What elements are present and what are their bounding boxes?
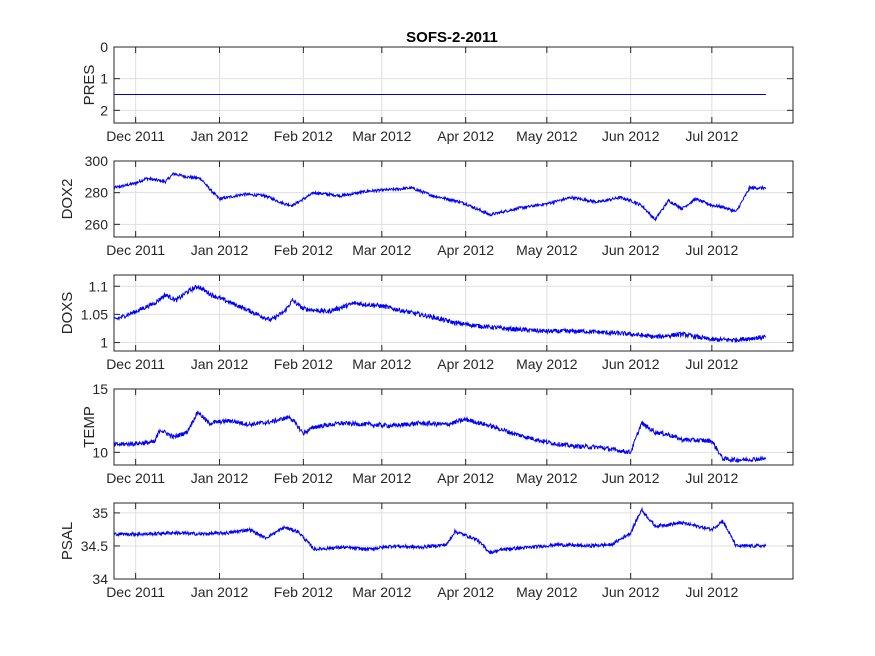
x-tick-label: Jun 2012 xyxy=(602,584,660,600)
y-axis-label: DOXS xyxy=(59,292,76,335)
x-tick-label: Jan 2012 xyxy=(191,470,249,486)
y-tick-label: 34 xyxy=(92,571,108,587)
x-tick-label: Dec 2011 xyxy=(106,242,165,258)
subplots: Dec 2011 Jan 2012 Feb 2012 Mar 2012 Apr 2012… xyxy=(59,39,794,600)
x-tick-label: Jun 2012 xyxy=(602,242,660,258)
subplot-dox2: Dec 2011 Jan 2012 Feb 2012 Mar 2012 Apr 2012… xyxy=(59,153,794,258)
subplot-pres: Dec 2011 Jan 2012 Feb 2012 Mar 2012 Apr 2012… xyxy=(81,39,794,144)
x-tick-label: May 2012 xyxy=(516,470,578,486)
y-tick-label: 35 xyxy=(92,505,108,521)
x-tick-label: Mar 2012 xyxy=(352,128,411,144)
series-line-dox2 xyxy=(113,172,767,222)
x-tick-label: Jun 2012 xyxy=(602,356,660,372)
subplot-psal: Dec 2011 Jan 2012 Feb 2012 Mar 2012 Apr 2012… xyxy=(59,502,794,600)
axes-frame xyxy=(113,46,794,124)
y-tick-label: 2 xyxy=(100,102,108,118)
x-tick-label: Jun 2012 xyxy=(602,470,660,486)
x-tick-label: Dec 2011 xyxy=(106,584,165,600)
x-tick-label: Jan 2012 xyxy=(191,356,249,372)
axes-frame xyxy=(113,274,794,352)
x-tick-label: Jul 2012 xyxy=(685,242,738,258)
y-tick-label: 1.1 xyxy=(89,278,109,294)
x-tick-label: Jul 2012 xyxy=(685,584,738,600)
x-tick-label: Jul 2012 xyxy=(685,128,738,144)
x-tick-label: Feb 2012 xyxy=(274,470,333,486)
y-tick-label: 1.05 xyxy=(81,306,108,322)
y-tick-label: 300 xyxy=(85,153,109,169)
y-tick-label: 0 xyxy=(100,39,108,55)
x-tick-label: Jul 2012 xyxy=(685,356,738,372)
x-tick-label: Apr 2012 xyxy=(437,470,494,486)
y-axis-label: PRES xyxy=(81,65,98,106)
x-tick-label: Jun 2012 xyxy=(602,128,660,144)
x-tick-label: Mar 2012 xyxy=(352,470,411,486)
x-tick-label: May 2012 xyxy=(516,356,578,372)
x-tick-label: Apr 2012 xyxy=(437,242,494,258)
x-tick-label: Dec 2011 xyxy=(106,128,165,144)
x-tick-label: Mar 2012 xyxy=(352,356,411,372)
y-axis-label: DOX2 xyxy=(59,179,76,220)
y-tick-label: 260 xyxy=(85,216,109,232)
y-tick-label: 15 xyxy=(92,381,108,397)
subplot-temp: Dec 2011 Jan 2012 Feb 2012 Mar 2012 Apr 2012… xyxy=(81,381,794,486)
y-tick-label: 280 xyxy=(85,185,109,201)
y-axis-label: PSAL xyxy=(59,522,76,560)
x-tick-label: Apr 2012 xyxy=(437,584,494,600)
x-tick-label: Dec 2011 xyxy=(106,470,165,486)
x-tick-label: May 2012 xyxy=(516,584,578,600)
x-tick-label: Feb 2012 xyxy=(274,128,333,144)
x-tick-label: Dec 2011 xyxy=(106,356,165,372)
x-tick-label: May 2012 xyxy=(516,128,578,144)
series-line-temp xyxy=(113,410,767,464)
y-axis-label: TEMP xyxy=(81,406,98,448)
y-tick-label: 10 xyxy=(92,444,108,460)
axes-frame xyxy=(113,502,794,580)
x-tick-label: Feb 2012 xyxy=(274,584,333,600)
subplot-doxs: Dec 2011 Jan 2012 Feb 2012 Mar 2012 Apr 2012… xyxy=(59,274,794,372)
y-tick-label: 1 xyxy=(100,71,108,87)
x-tick-label: Mar 2012 xyxy=(352,242,411,258)
y-tick-label: 34.5 xyxy=(81,538,108,554)
x-tick-label: Apr 2012 xyxy=(437,128,494,144)
x-tick-label: Jul 2012 xyxy=(685,470,738,486)
x-tick-label: Jan 2012 xyxy=(191,128,249,144)
axes-frame xyxy=(113,388,794,466)
x-tick-label: Apr 2012 xyxy=(437,356,494,372)
x-tick-label: May 2012 xyxy=(516,242,578,258)
axes-frame xyxy=(113,160,794,238)
series-line-doxs xyxy=(113,284,767,344)
series-line-psal xyxy=(113,506,767,555)
x-tick-label: Feb 2012 xyxy=(274,242,333,258)
figure-title: SOFS-2-2011 xyxy=(406,29,498,46)
x-tick-label: Jan 2012 xyxy=(191,242,249,258)
x-tick-label: Mar 2012 xyxy=(352,584,411,600)
y-tick-label: 1 xyxy=(100,335,108,351)
x-tick-label: Feb 2012 xyxy=(274,356,333,372)
x-tick-label: Jan 2012 xyxy=(191,584,249,600)
